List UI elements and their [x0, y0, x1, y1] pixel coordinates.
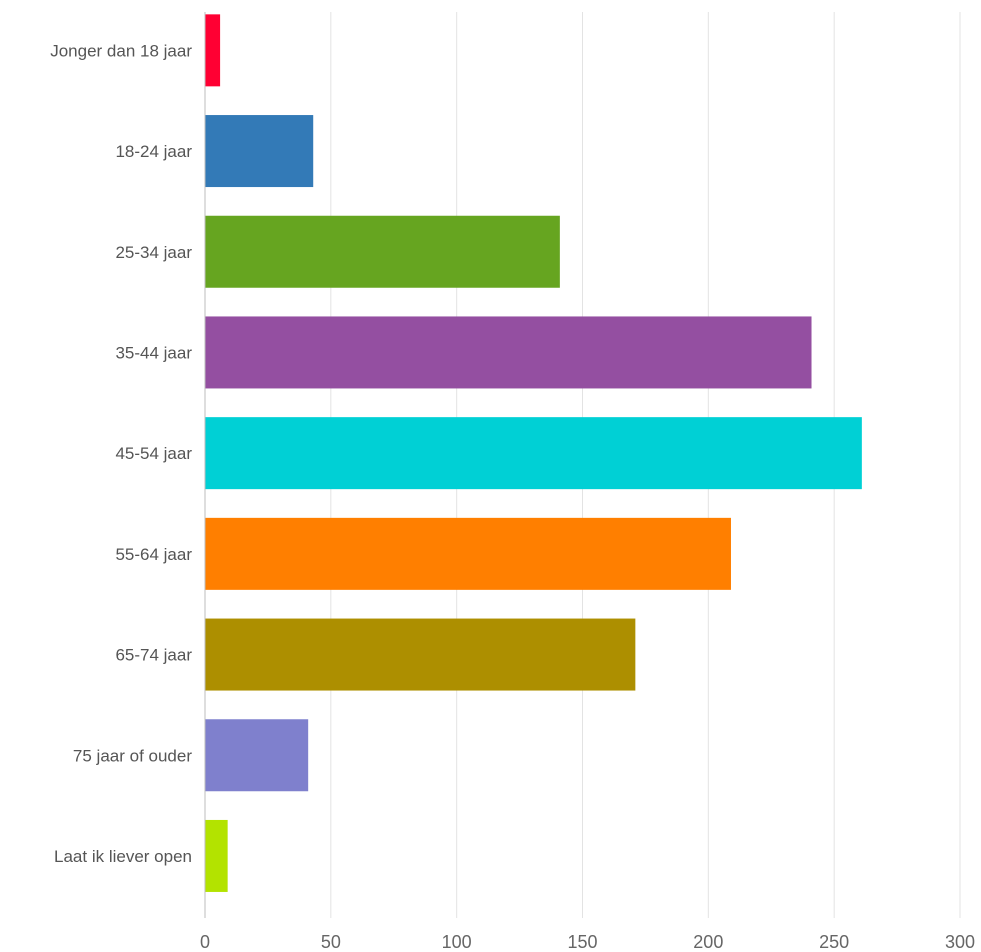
x-tick-label: 200: [693, 932, 723, 952]
category-label: 18-24 jaar: [115, 142, 192, 161]
category-label: 65-74 jaar: [115, 646, 192, 665]
category-label: 55-64 jaar: [115, 545, 192, 564]
x-tick-label: 250: [819, 932, 849, 952]
bar: [205, 719, 309, 792]
x-tick-label: 50: [321, 932, 341, 952]
x-tick-label: 100: [442, 932, 472, 952]
x-tick-label: 0: [200, 932, 210, 952]
category-labels: Jonger dan 18 jaar 18-24 jaar 25-34 jaar 35…: [50, 41, 192, 866]
bar: [205, 618, 636, 691]
x-tick-label: 150: [567, 932, 597, 952]
bar: [205, 417, 862, 490]
tick-labels: 0 50 100 150 200 250 300: [200, 932, 975, 952]
category-label: Laat ik liever open: [54, 847, 192, 866]
category-label: 75 jaar of ouder: [73, 746, 192, 765]
bar: [205, 819, 228, 892]
bar: [205, 215, 560, 288]
bars: [205, 14, 862, 892]
category-label: 35-44 jaar: [115, 343, 192, 362]
x-tick-label: 300: [945, 932, 975, 952]
bar: [205, 316, 812, 389]
category-label: Jonger dan 18 jaar: [50, 41, 192, 60]
bar: [205, 517, 731, 590]
bar: [205, 115, 314, 188]
bar: [205, 14, 221, 87]
category-label: 45-54 jaar: [115, 444, 192, 463]
category-label: 25-34 jaar: [115, 243, 192, 262]
